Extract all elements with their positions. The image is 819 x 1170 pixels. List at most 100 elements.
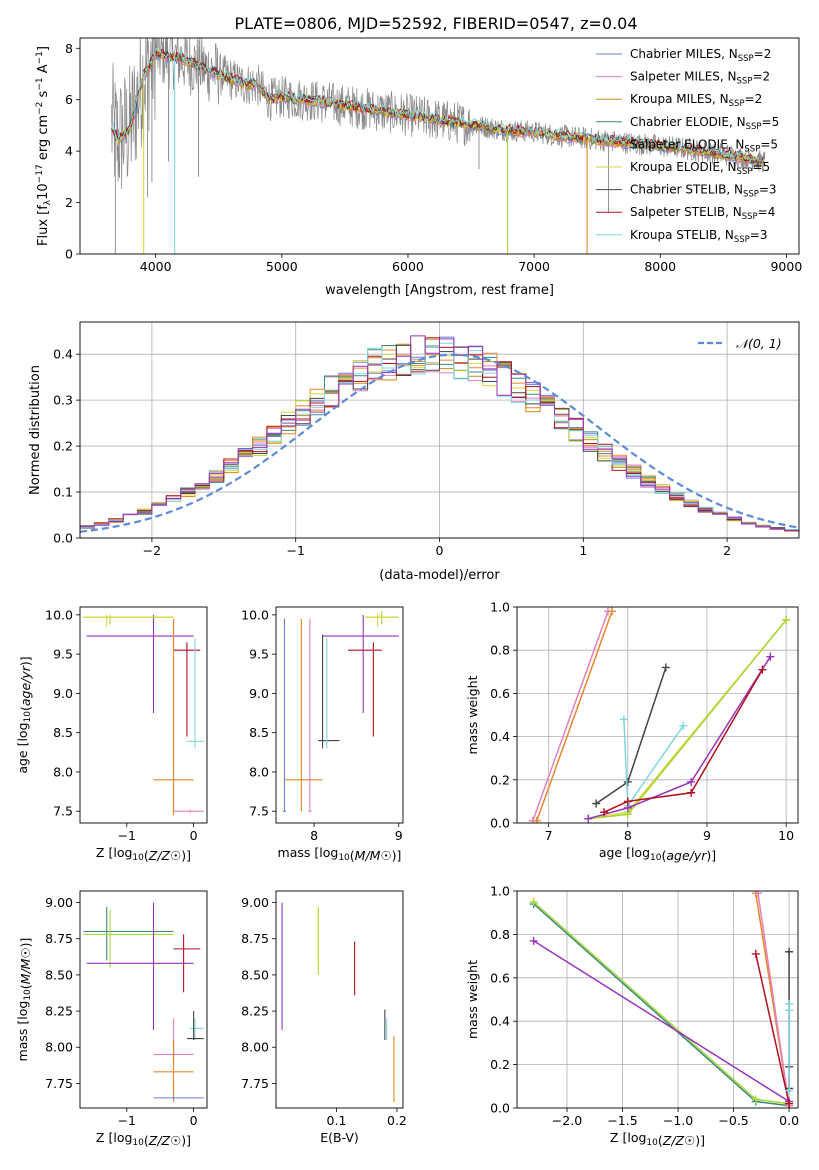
- y-tick-label: 8.5: [53, 725, 73, 740]
- y-axis-label: Normed distribution: [28, 365, 43, 495]
- x-tick-label: 9000: [770, 259, 802, 274]
- x-tick-label: −1: [286, 543, 304, 558]
- x-axis-label: wavelength [Angstrom, rest frame]: [325, 283, 554, 298]
- x-tick-label: 8: [624, 828, 632, 843]
- y-tick-label: 0.6: [490, 970, 510, 985]
- y-tick-label: 8.00: [241, 1040, 269, 1055]
- y-tick-label: 6: [65, 92, 73, 107]
- x-tick-label: 0: [190, 828, 198, 843]
- weight-line: [536, 611, 613, 822]
- normal-curve: [80, 353, 799, 533]
- mass-weight-vs-metallicity-panel: −2.0 −1.5 −1.0 −0.5 0.0 0.0 0.2 0.4 0.6 0.8 1.0 Z […: [465, 884, 799, 1149]
- weight-marker: [687, 777, 696, 786]
- axes-frame: [79, 606, 208, 824]
- y-axis-label: age [log10(age/yr)]: [15, 656, 33, 773]
- weight-marker: [758, 665, 767, 674]
- weight-marker: [751, 949, 760, 958]
- x-tick-label: 0: [190, 1113, 198, 1128]
- y-tick-label: 0.0: [490, 816, 510, 831]
- y-tick-label: 0.8: [490, 643, 510, 658]
- weight-marker: [782, 615, 791, 624]
- y-tick-label: 1.0: [490, 600, 510, 615]
- weight-marker: [687, 788, 696, 797]
- x-axis-label: mass [log10(M/M☉)]: [278, 845, 402, 863]
- x-tick-label: 0.0: [779, 1113, 799, 1128]
- y-tick-label: 0.3: [53, 393, 73, 408]
- axes-frame: [275, 890, 404, 1109]
- x-tick-label: 7: [545, 828, 553, 843]
- x-tick-label: 4000: [140, 259, 172, 274]
- model-spectrum-line: [111, 47, 765, 162]
- x-tick-label: 2: [723, 543, 731, 558]
- legend-label: Kroupa ELODIE, NSSP=5: [630, 160, 770, 177]
- y-tick-label: 8: [65, 41, 73, 56]
- x-tick-label: −1: [118, 1113, 136, 1128]
- y-tick-label: 8.5: [249, 725, 269, 740]
- x-tick-label: 0.1: [327, 1113, 347, 1128]
- y-tick-label: 7.75: [241, 1076, 269, 1091]
- y-tick-label: 8.75: [241, 931, 269, 946]
- y-tick-label: 0.4: [53, 347, 73, 362]
- axes-frame: [79, 890, 208, 1109]
- histogram-step: [80, 335, 799, 534]
- weight-marker: [619, 715, 628, 724]
- spectrum-legend: Chabrier MILES, NSSP=2 Salpeter MILES, NS…: [596, 47, 779, 245]
- y-tick-label: 8.50: [241, 967, 269, 982]
- weight-line: [603, 669, 764, 813]
- age-vs-mass-panel: 8 9 7.5 8.0 8.5 9.0 9.5 10.0 mass [log10(M/M☉)]: [241, 606, 404, 863]
- y-tick-label: 8.25: [241, 1004, 269, 1019]
- axes-frame: [516, 890, 799, 1109]
- legend-label: Salpeter MILES, NSSP=2: [630, 70, 770, 87]
- weight-line: [757, 893, 790, 1106]
- weight-line: [533, 940, 790, 1103]
- x-tick-label: 8: [310, 828, 318, 843]
- plot-area: [111, 38, 766, 254]
- y-tick-label: 9.0: [53, 686, 73, 701]
- y-axis-label: Flux [fλ10−17 erg cm−2 s−1 A−1]: [35, 46, 53, 246]
- weight-marker: [529, 897, 538, 906]
- weight-marker: [766, 652, 775, 661]
- legend-label: Kroupa STELIB, NSSP=3: [630, 228, 768, 245]
- legend-label: Chabrier STELIB, NSSP=3: [630, 183, 777, 200]
- plot-area: [282, 610, 399, 812]
- weight-marker: [785, 947, 794, 956]
- plot-area: [517, 891, 798, 1108]
- weight-marker: [623, 777, 632, 786]
- legend-label: Salpeter ELODIE, NSSP=5: [630, 137, 778, 154]
- y-tick-label: 8.00: [45, 1040, 73, 1055]
- mass-vs-extinction-panel: 0.1 0.2 7.75 8.00 8.25 8.50 8.75 9.00 E(B-V): [241, 890, 407, 1145]
- legend-label: Kroupa MILES, NSSP=2: [630, 92, 762, 109]
- x-tick-label: 1: [579, 543, 587, 558]
- y-tick-label: 0.2: [53, 439, 73, 454]
- y-tick-label: 10.0: [45, 607, 73, 622]
- mass-weight-vs-age-panel: 7 8 9 10 0.0 0.2 0.4 0.6 0.8 1.0 age [log10(age/yr…: [465, 600, 799, 863]
- y-axis-label: mass weight: [465, 960, 480, 1039]
- plot-area: [83, 614, 204, 816]
- y-tick-label: 1.0: [490, 884, 510, 899]
- weight-marker: [679, 721, 688, 730]
- x-axis-label: E(B-V): [320, 1130, 359, 1145]
- weight-marker: [592, 799, 601, 808]
- axes-frame: [79, 37, 800, 255]
- x-tick-label: 9: [395, 828, 403, 843]
- weight-marker: [623, 797, 632, 806]
- x-tick-label: −2: [143, 543, 161, 558]
- weight-marker: [751, 1095, 760, 1104]
- plot-area: [80, 322, 799, 538]
- y-tick-label: 8.25: [45, 1004, 73, 1019]
- y-tick-label: 0.1: [53, 485, 73, 500]
- y-tick-label: 9.00: [45, 895, 73, 910]
- axes-frame: [275, 606, 404, 824]
- y-tick-label: 7.5: [249, 804, 269, 819]
- x-axis-label: (data-model)/error: [379, 568, 500, 583]
- weight-marker: [529, 936, 538, 945]
- axes-frame: [79, 321, 800, 539]
- y-tick-label: 0.8: [490, 927, 510, 942]
- x-tick-label: 10: [778, 828, 794, 843]
- axes-frame: [516, 606, 799, 824]
- x-tick-label: −1: [118, 828, 136, 843]
- x-axis-label: Z [log10(Z/Z☉)]: [96, 1130, 191, 1148]
- age-vs-metallicity-panel: −1 0 7.5 8.0 8.5 9.0 9.5 10.0 Z [log10(Z/Z☉)] age…: [15, 606, 208, 863]
- y-tick-label: 8.0: [53, 764, 73, 779]
